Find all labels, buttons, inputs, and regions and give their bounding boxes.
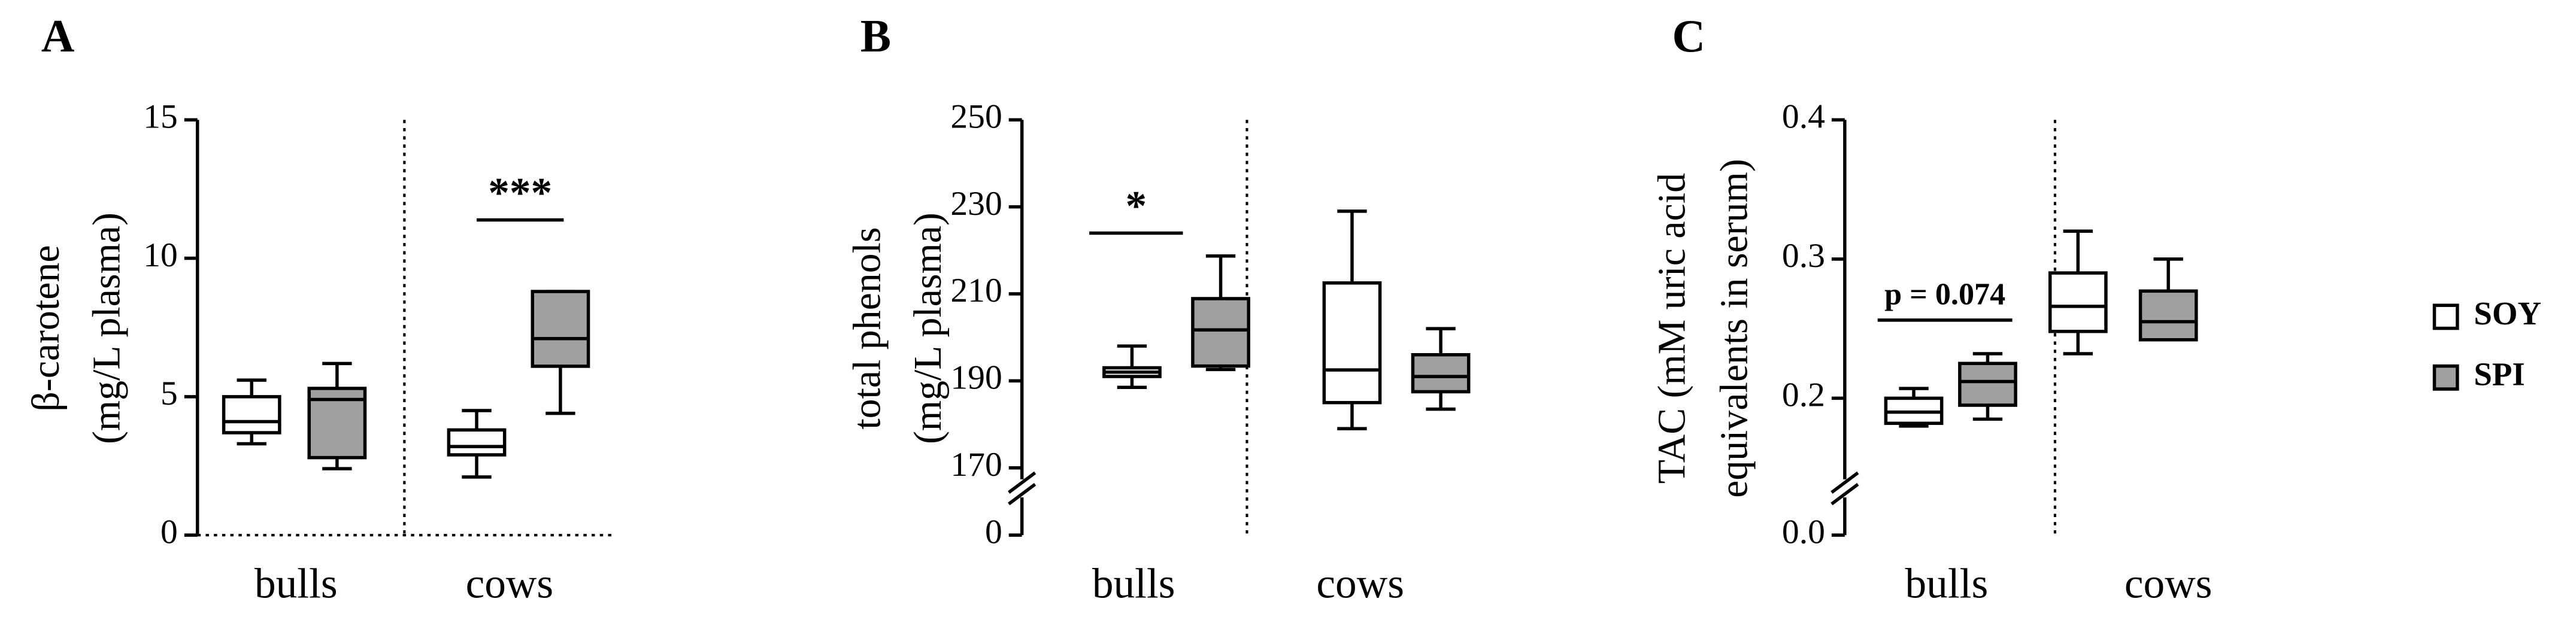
significance-label: p = 0.074 <box>1884 277 2005 311</box>
panel-label: C <box>1672 11 1705 62</box>
box <box>222 395 281 434</box>
y-axis-label: equivalents in serum) <box>1713 159 1756 498</box>
x-tick-label: bulls <box>1905 560 1989 607</box>
legend-swatch <box>2432 364 2459 391</box>
y-tick-label: 0 <box>160 513 178 551</box>
y-tick-label: 0 <box>985 513 1002 551</box>
panel-label: A <box>41 11 74 62</box>
y-tick-label: 0.3 <box>1782 237 1825 275</box>
axis-break <box>1008 471 1037 494</box>
box <box>447 428 507 457</box>
y-tick-label: 170 <box>950 446 1002 484</box>
y-axis-label: total phenols <box>845 227 889 429</box>
y-tick-label: 210 <box>950 272 1002 309</box>
x-tick-label: bulls <box>1092 560 1175 607</box>
axis-break <box>1008 482 1037 506</box>
box <box>2048 271 2108 333</box>
y-axis-label: TAC (mM uric acid <box>1650 173 1693 484</box>
y-axis-label: (mg/L plasma) <box>84 212 128 444</box>
x-tick-label: cows <box>2125 560 2213 607</box>
y-tick-label: 15 <box>143 98 178 135</box>
significance-label: *** <box>488 169 552 217</box>
x-tick-label: bulls <box>254 560 338 607</box>
y-axis-label: (mg/L plasma) <box>906 212 950 444</box>
y-axis-label: β-carotene <box>24 245 68 411</box>
panel-label: B <box>860 11 891 62</box>
y-tick-label: 0.0 <box>1782 513 1825 551</box>
legend-label: SPI <box>2474 356 2525 392</box>
y-tick-label: 10 <box>143 236 178 274</box>
y-tick-label: 5 <box>160 375 178 412</box>
axis-break <box>1831 482 1859 506</box>
legend-swatch <box>2432 303 2459 330</box>
legend-label: SOY <box>2474 295 2541 332</box>
box <box>531 290 590 368</box>
x-tick-label: cows <box>466 560 554 607</box>
y-tick-label: 190 <box>950 359 1002 397</box>
box <box>1958 361 2017 407</box>
axis-break <box>1831 471 1859 494</box>
y-tick-label: 0.2 <box>1782 376 1825 414</box>
box <box>1411 353 1471 394</box>
x-tick-label: cows <box>1316 560 1404 607</box>
significance-label: * <box>1125 182 1147 229</box>
box <box>1322 281 1382 405</box>
y-tick-label: 250 <box>950 98 1002 135</box>
box <box>2138 289 2198 342</box>
y-tick-label: 230 <box>950 185 1002 223</box>
y-tick-label: 0.4 <box>1782 98 1825 135</box>
box <box>1191 297 1250 368</box>
